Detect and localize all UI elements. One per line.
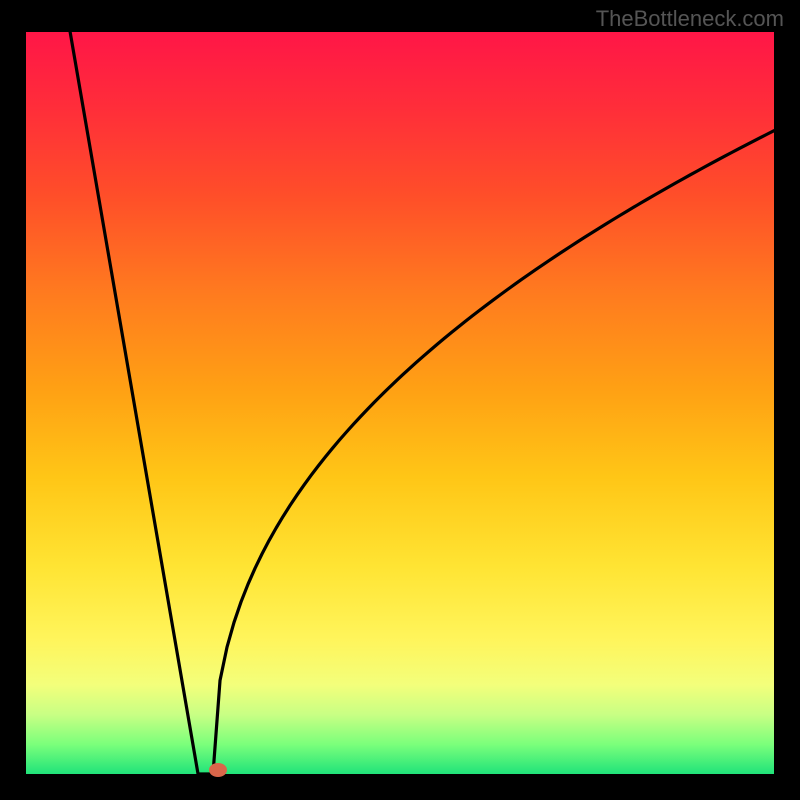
bottleneck-curve <box>26 32 774 774</box>
watermark-text: TheBottleneck.com <box>596 6 784 32</box>
chart-stage: TheBottleneck.com <box>0 0 800 800</box>
curve-path <box>70 32 774 774</box>
optimum-marker <box>209 763 227 777</box>
plot-area <box>26 32 774 774</box>
